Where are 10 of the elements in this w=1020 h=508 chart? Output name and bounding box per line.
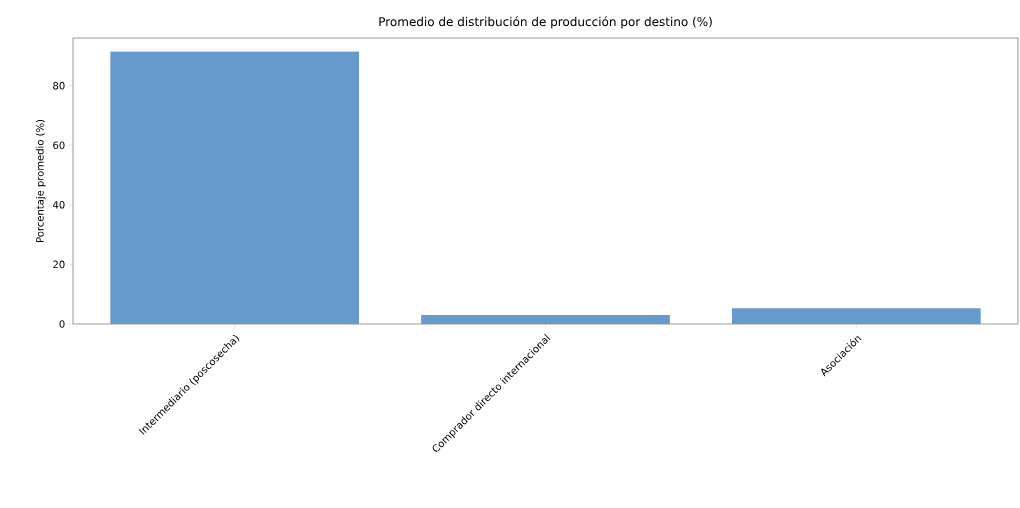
bar <box>110 51 359 324</box>
chart-title: Promedio de distribución de producción por destino (%) <box>379 16 712 29</box>
y-tick-label: 60 <box>53 141 65 150</box>
y-tick-label: 80 <box>53 81 65 90</box>
y-tick-label: 20 <box>53 260 65 269</box>
bar <box>421 315 670 324</box>
bar <box>732 308 981 324</box>
y-tick-label: 40 <box>52 201 65 209</box>
y-axis-title: Porcentaje promedio (%) <box>35 119 46 242</box>
y-tick-label: 0 <box>59 320 65 328</box>
